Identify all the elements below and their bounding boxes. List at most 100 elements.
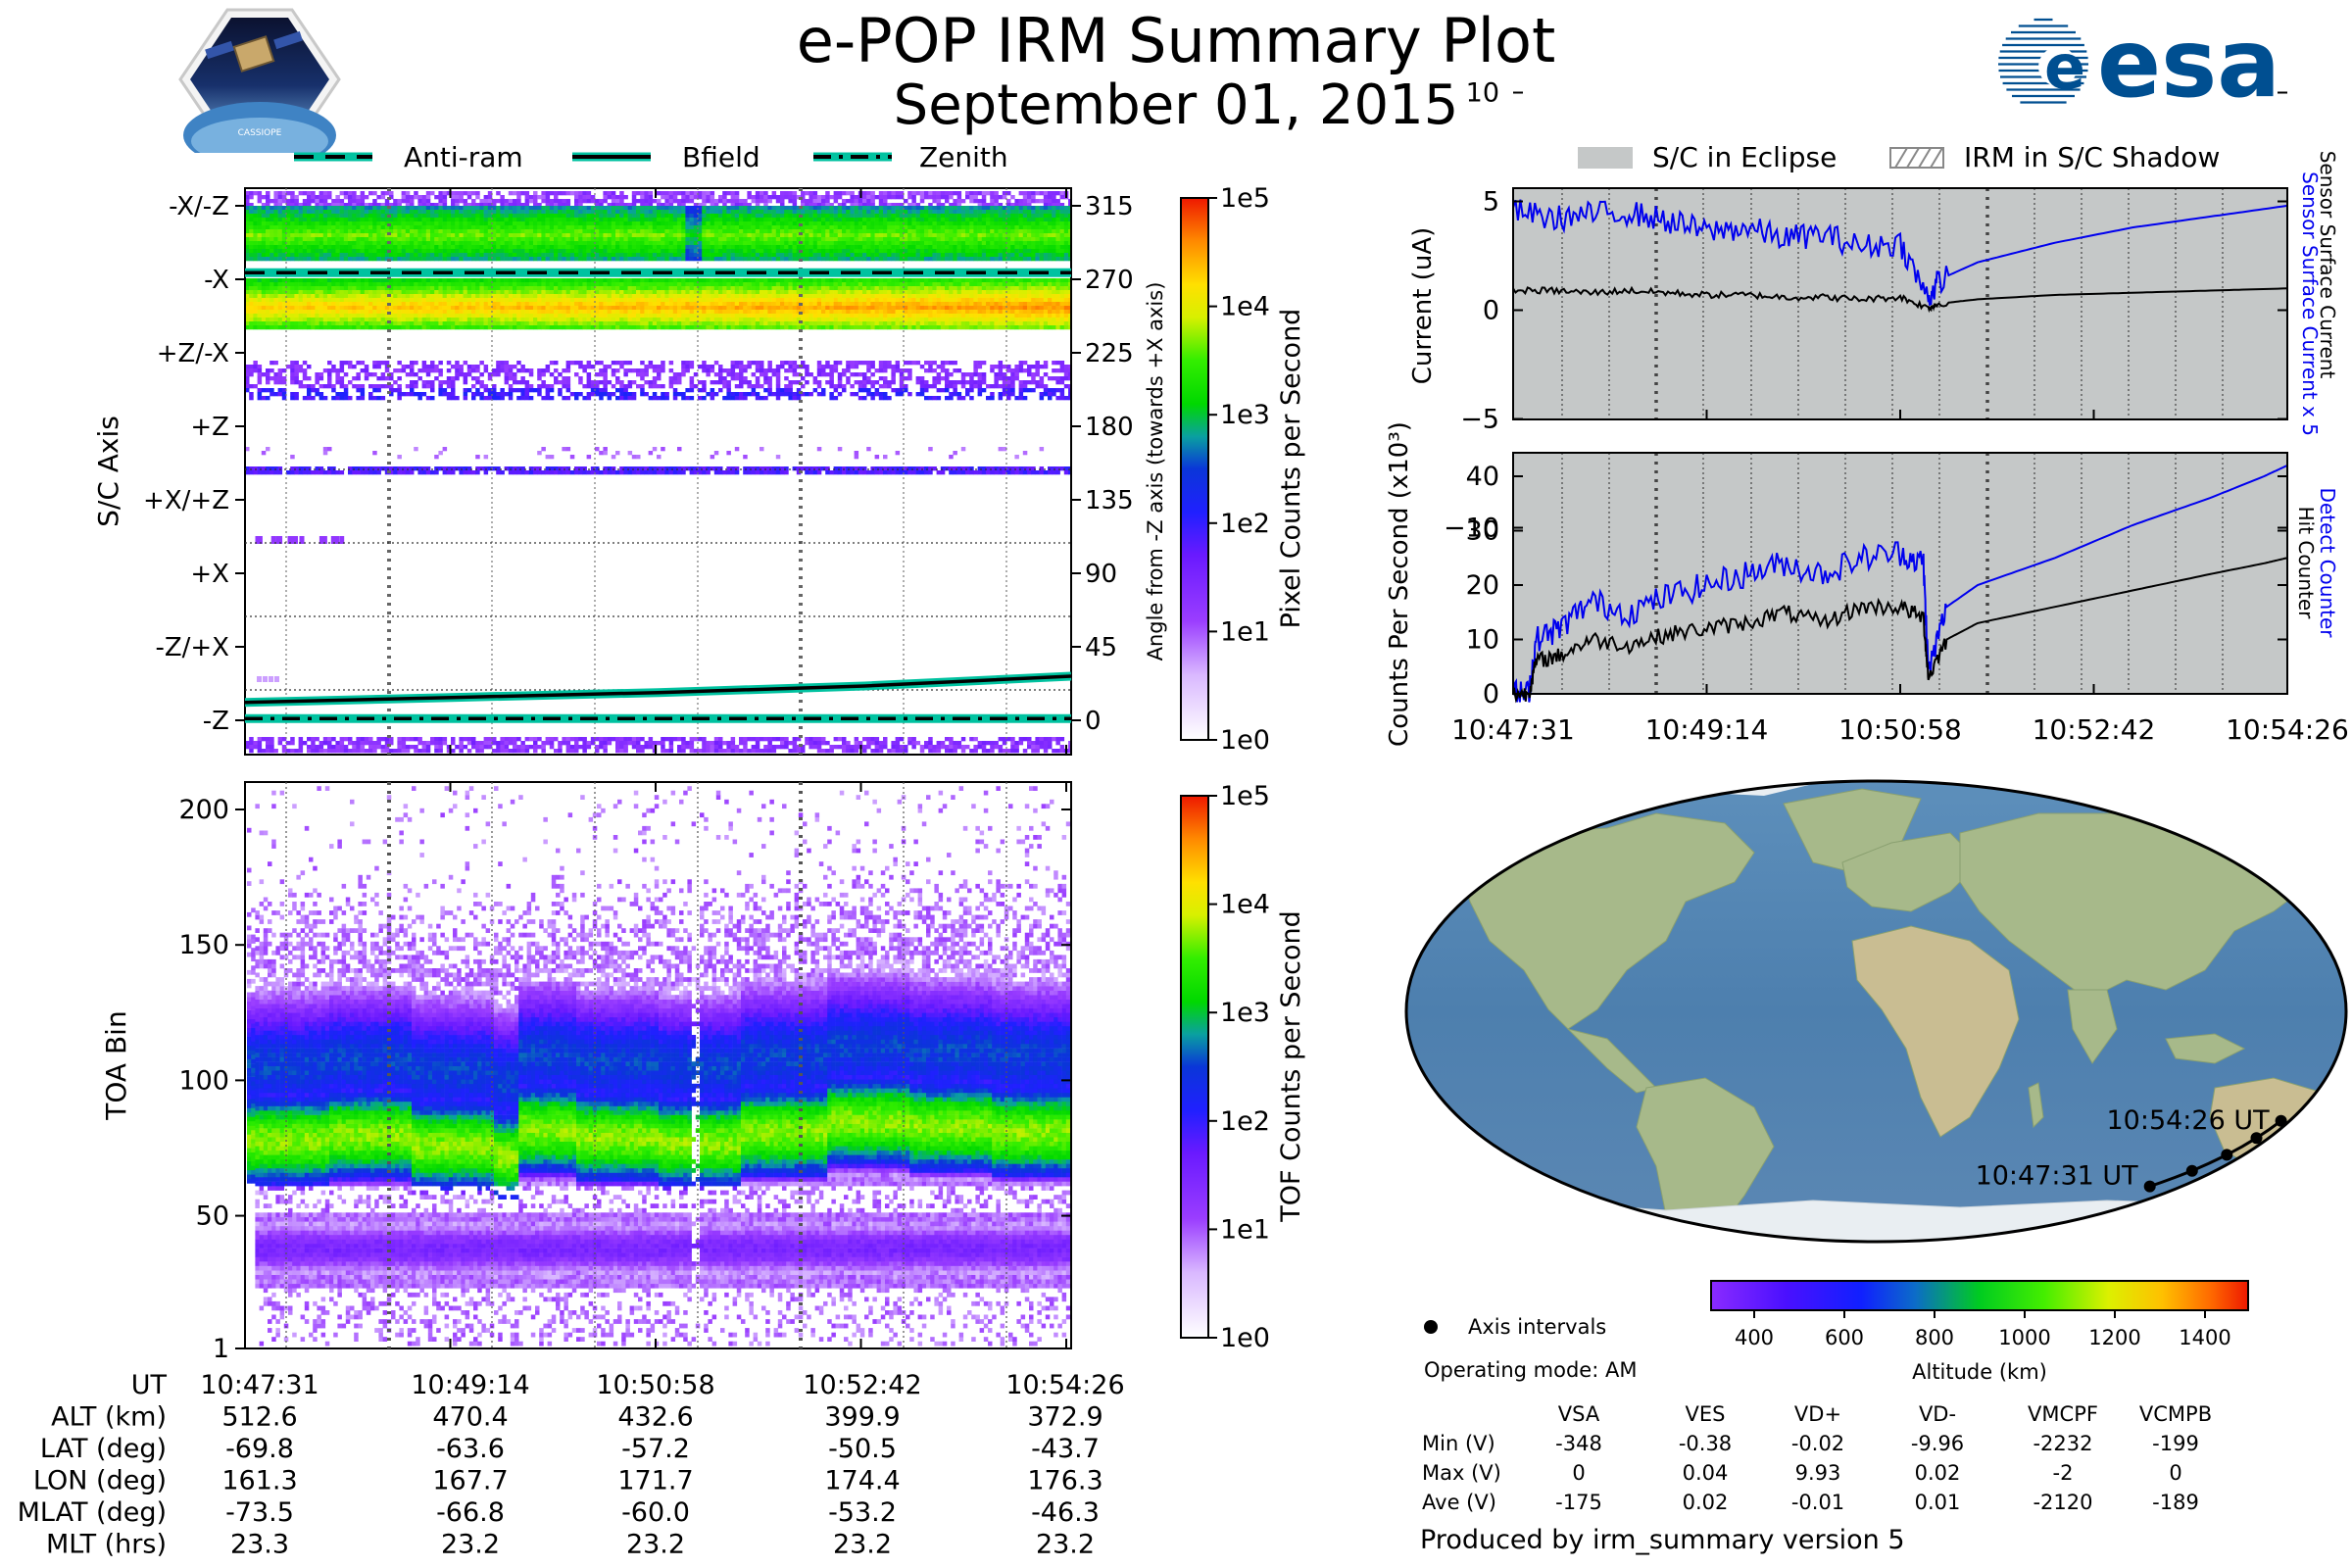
ephemeris-cell: 167.7 [432,1466,508,1496]
toa-heatmap [247,786,1071,1347]
voltage-cell: -175 [1555,1491,1602,1514]
ephemeris-cell: -66.8 [436,1497,505,1528]
current-ytick-label: 5 [1483,187,1499,218]
toa-ytick-label: 150 [178,930,229,960]
direction-line-bfield [244,674,1072,705]
voltage-cell: 0.02 [1915,1461,1961,1485]
pixel-panel-frame [244,187,1072,756]
toa-panel-frame [244,781,1072,1349]
altitude-colorbar [1710,1280,2249,1311]
altitude-tick-label: 600 [1825,1326,1864,1349]
voltage-cell: -199 [2152,1432,2199,1455]
counts-ytick-label: 10 [1466,625,1499,656]
current-series-label-x5: Sensor Surface Current x 5 [2298,172,2322,436]
detect-counter-line [1512,464,2288,703]
pixel-y2tick-label: 90 [1085,560,1117,589]
pixel-ytick-label: -X [204,266,229,295]
ephemeris-cell: -50.5 [828,1434,897,1464]
pixel-colorbar-label: Pixel Counts per Second [1276,309,1306,629]
satellite-track [2149,1119,2282,1189]
pixel-ytick-label: -X/-Z [169,192,229,221]
ephemeris-cell: 10:54:26 [1005,1370,1124,1400]
current-ytick-label: 10 [1466,78,1499,109]
ephemeris-cell: 10:50:58 [596,1370,714,1400]
voltage-cell: -2120 [2033,1491,2092,1514]
altitude-colorbar-label: Altitude (km) [1912,1360,2047,1384]
current-ytick-label: −10 [1444,514,1499,544]
shadow-hatch-icon [1889,147,1944,169]
esa-logo-text: esa [2097,10,2280,118]
pixel-y2tick-label: 180 [1085,413,1134,442]
track-start-label: 10:47:31 UT [1976,1161,2139,1192]
current-panel-frame [1512,187,2288,420]
voltage-cell: -348 [1555,1432,1602,1455]
counts-panel-frame [1512,452,2288,695]
map-landmass [2165,1033,2246,1064]
voltage-cell: 0.02 [1683,1491,1729,1514]
voltage-cell: 0 [2169,1461,2181,1485]
counts-ylabel: Counts Per Second (x10³) [1385,421,1414,747]
legend-shadow: IRM in S/C Shadow [1964,141,2220,173]
counts-xtick-label: 10:54:26 [2226,713,2349,746]
pixel-y2tick-label: 315 [1085,192,1134,221]
current-eclipse-band [1513,188,2287,419]
altitude-tick-label: 800 [1915,1326,1954,1349]
pixel-colorbar [1180,197,1209,741]
map-landmass [1459,812,1755,1030]
pixel-colorbar-tick-label: 1e0 [1220,725,1270,756]
track-end-label: 10:54:26 UT [2106,1105,2270,1136]
pixel-ytick-label: +X [190,560,229,589]
eclipse-swatch-icon [1578,147,1633,169]
ephemeris-table: UT 10:47:31 10:49:14 10:50:58 10:52:42 10:54:… [18,1370,1125,1560]
pixel-ytick-label: +Z/-X [157,339,229,368]
ephemeris-cell: 174.4 [824,1466,900,1496]
voltage-cell: 0.01 [1915,1491,1961,1514]
voltage-cell: 0 [1572,1461,1585,1485]
counts-ytick-label: 30 [1466,516,1499,547]
pixel-y2label: Angle from -Z axis (towards +X axis) [1144,282,1167,662]
ephemeris-cell: 372.9 [1027,1402,1102,1433]
map-landmass [1851,925,2020,1138]
pixel-ytick-label: +Z [190,413,229,442]
toa-ytick-label: 200 [178,795,229,825]
counts-xtick-label: 10:50:58 [1838,713,1962,746]
ephemeris-cell: -60.0 [621,1497,690,1528]
pixel-y2tick-label: 135 [1085,486,1134,515]
pixel-colorbar-tick-label: 1e5 [1220,183,1270,214]
counts-eclipse-band [1513,453,2287,694]
ephemeris-cell: 171.7 [617,1466,693,1496]
current-series-line [1512,285,2288,314]
counts-xtick-label: 10:47:31 [1451,713,1575,746]
voltage-cell: 9.93 [1795,1461,1841,1485]
pixel-heatmap [245,191,1071,754]
direction-legend: Anti-ram Bfield Zenith [294,141,1078,176]
counts-ytick-label: 20 [1466,570,1499,601]
pixel-colorbar-tick-label: 1e2 [1220,509,1270,539]
pixel-y2tick-label: 270 [1085,266,1134,295]
counts-ytick-label: 40 [1466,462,1499,492]
voltage-table: VSA VES VD+ VD- VMCPF VCMPB Min (V) -348 -0.38 -0… [1422,1402,2212,1514]
toa-colorbar-tick-label: 1e1 [1220,1214,1270,1245]
page-date: September 01, 2015 [0,74,2352,137]
voltage-cell: -0.01 [1791,1491,1844,1514]
voltage-cell: -189 [2152,1491,2199,1514]
ephemeris-cell: 176.3 [1027,1466,1102,1496]
voltage-header: VCMPB [2139,1402,2212,1426]
voltage-header: VES [1686,1402,1726,1426]
ephemeris-cell: 161.3 [221,1466,297,1496]
altitude-tick-label: 1400 [2179,1326,2230,1349]
counts-ytick-label: 0 [1483,679,1499,710]
voltage-row-label: Min (V) [1422,1432,1495,1455]
ephemeris-cell: 10:49:14 [411,1370,529,1400]
voltage-cell: -0.02 [1791,1432,1844,1455]
world-map: 10:47:31 UT 10:54:26 UT [1404,779,2348,1244]
map-landmass [2028,1082,2044,1129]
axis-intervals-marker-icon [1424,1320,1438,1334]
pixel-ytick-label: -Z/+X [155,633,229,662]
altitude-tick-label: 1200 [2088,1326,2140,1349]
axis-interval-marker [2250,1132,2263,1145]
pixel-ylabel: S/C Axis [92,416,124,527]
ephemeris-row-label: UT [131,1370,168,1400]
toa-ylabel: TOA Bin [100,1010,132,1120]
voltage-cell: -2232 [2033,1432,2092,1455]
